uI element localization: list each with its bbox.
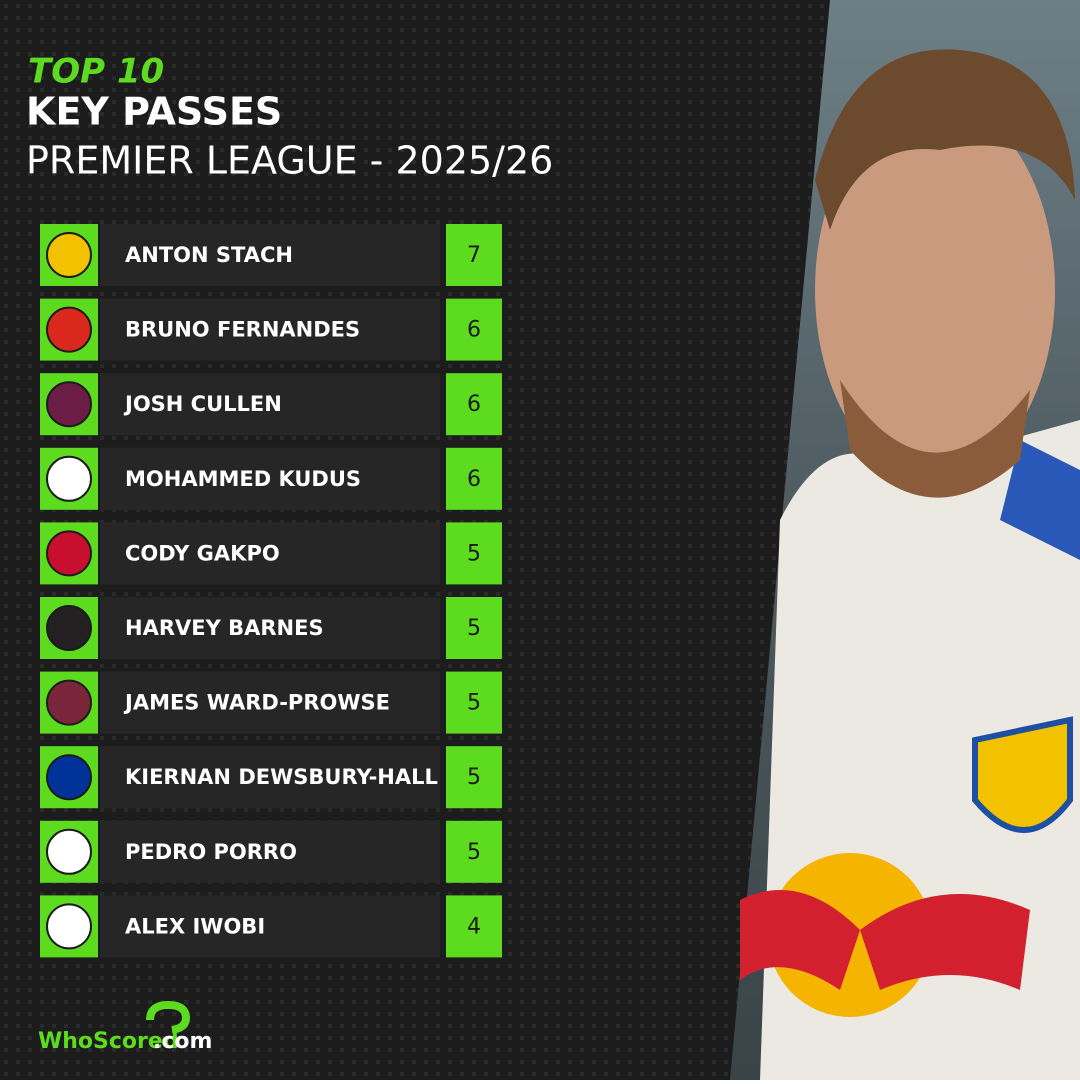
value-box: [446, 746, 502, 809]
player-name: ANTON STACH: [125, 243, 293, 267]
team-badge: [46, 754, 92, 801]
team-badge: [46, 232, 92, 278]
player-name: MOHAMMED KUDUS: [125, 467, 361, 491]
value-box: [446, 224, 502, 286]
team-badge: [46, 306, 92, 353]
name-box: [100, 671, 440, 734]
name-box: [100, 224, 440, 286]
value-box: [446, 820, 502, 883]
kicker: TOP 10: [28, 52, 164, 92]
value-box: [446, 597, 502, 659]
player-name: JOSH CULLEN: [123, 392, 282, 416]
team-badge: [46, 903, 92, 950]
team-badge: [46, 381, 92, 428]
player-name: HARVEY BARNES: [125, 616, 324, 640]
value-box: [446, 671, 502, 734]
value-box: [446, 522, 502, 585]
team-badge: [46, 530, 92, 577]
player-name: PEDRO PORRO: [125, 840, 297, 864]
subtitle: PREMIER LEAGUE - 2025/26: [26, 139, 553, 183]
value: 5: [467, 840, 481, 865]
value-box: [446, 298, 502, 361]
player-name: ALEX IWOBI: [125, 914, 265, 938]
name-box: [100, 373, 440, 436]
player-name: KIERNAN DEWSBURY-HALL: [125, 765, 438, 789]
player-photo: [730, 0, 1080, 1080]
team-badge: [46, 455, 92, 502]
name-box: [100, 522, 440, 585]
ranking-table: ANTON STACH 7 BRUNO FERNANDES 6 JOSH CULLEN 6…: [40, 224, 502, 958]
logo-brand: WhoScored: [38, 1029, 179, 1054]
player-name: JAMES WARD-PROWSE: [123, 691, 390, 715]
value: 6: [467, 318, 481, 343]
value: 5: [467, 541, 481, 566]
value: 5: [467, 616, 481, 641]
value-box: [446, 447, 502, 510]
logo-suffix: .com: [153, 1029, 212, 1054]
value-box: [446, 373, 502, 436]
value: 6: [467, 392, 481, 417]
title: KEY PASSES: [26, 90, 282, 134]
name-box: [100, 298, 440, 361]
value: 5: [467, 691, 481, 716]
name-box: [100, 820, 440, 883]
team-badge: [46, 605, 92, 651]
name-box: [100, 597, 440, 659]
player-name: BRUNO FERNANDES: [125, 318, 360, 342]
team-badge: [46, 828, 92, 875]
player-name: CODY GAKPO: [125, 541, 280, 565]
team-badge: [46, 679, 92, 726]
logo: WhoScored .com: [38, 1000, 212, 1054]
value: 4: [467, 914, 481, 939]
name-box: [100, 746, 440, 809]
name-box: [100, 895, 440, 958]
value-box: [446, 895, 502, 958]
name-box: [100, 447, 440, 510]
value: 7: [467, 243, 481, 268]
value: 5: [467, 765, 481, 790]
value: 6: [467, 467, 481, 492]
